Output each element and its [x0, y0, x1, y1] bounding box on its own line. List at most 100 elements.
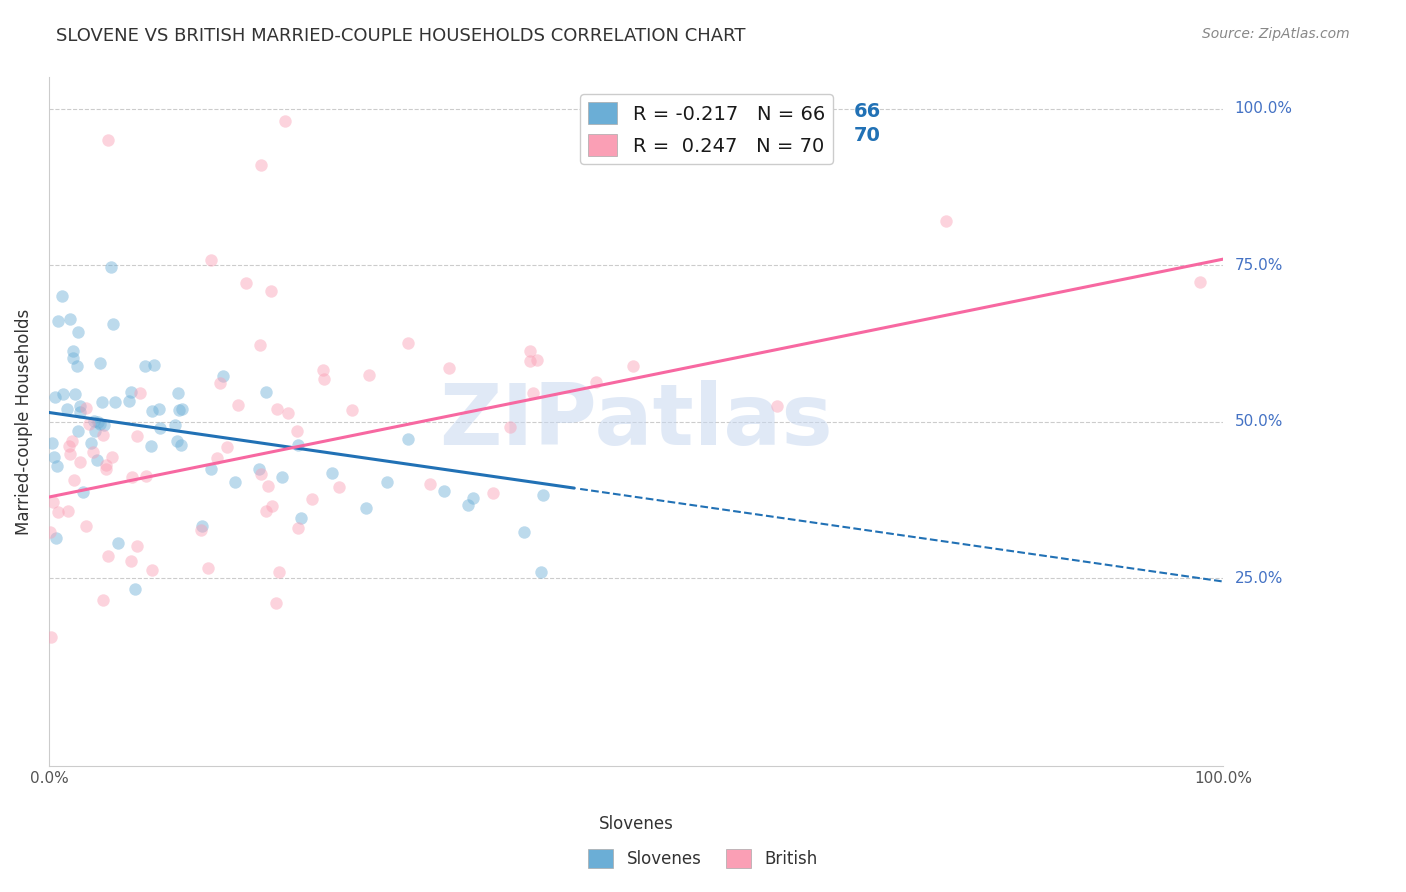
Point — [52, 387, 75, 401]
Text: 75.0%: 75.0% — [1234, 258, 1282, 273]
Y-axis label: Married-couple Households: Married-couple Households — [15, 309, 32, 535]
Point — [277, 406, 299, 420]
Point — [86, 415, 108, 429]
Point — [58, 439, 80, 453]
Point — [44, 390, 66, 404]
Point — [215, 440, 238, 454]
Point — [522, 385, 544, 400]
Point — [321, 466, 343, 480]
Point — [766, 399, 789, 413]
Point — [127, 539, 149, 553]
Point — [72, 485, 94, 500]
Point — [301, 491, 323, 506]
Point — [481, 486, 503, 500]
Point — [56, 402, 79, 417]
Point — [86, 453, 108, 467]
Point — [66, 325, 89, 339]
Point — [935, 214, 957, 228]
Point — [42, 450, 65, 465]
Point — [107, 535, 129, 549]
Point — [141, 404, 163, 418]
Point — [247, 462, 270, 476]
Point — [191, 519, 214, 533]
Point — [56, 504, 79, 518]
Point — [69, 455, 91, 469]
Point — [46, 505, 69, 519]
Point — [79, 417, 101, 432]
Point — [226, 398, 249, 412]
Point — [96, 462, 118, 476]
Point — [62, 351, 84, 365]
Point — [519, 343, 541, 358]
Text: 0.247: 0.247 — [724, 126, 786, 145]
Point — [531, 488, 554, 502]
Point — [209, 376, 232, 391]
Point — [104, 394, 127, 409]
Point — [499, 420, 522, 434]
Point — [45, 531, 67, 545]
Point — [1188, 275, 1211, 289]
Text: 25.0%: 25.0% — [1234, 571, 1282, 586]
Point — [314, 372, 336, 386]
Point — [89, 355, 111, 369]
Point — [75, 401, 97, 415]
Point — [287, 520, 309, 534]
Point — [224, 475, 246, 489]
Point — [90, 394, 112, 409]
Point — [91, 428, 114, 442]
Point — [287, 437, 309, 451]
Point — [59, 312, 82, 326]
Point — [120, 554, 142, 568]
Point — [103, 317, 125, 331]
Point — [205, 451, 228, 466]
Point — [526, 352, 548, 367]
Text: 66: 66 — [853, 102, 880, 120]
Point — [149, 421, 172, 435]
Point — [118, 394, 141, 409]
Point — [266, 401, 288, 416]
Point — [262, 499, 284, 513]
Point — [121, 469, 143, 483]
Point — [48, 314, 70, 328]
Text: Slovenes: Slovenes — [599, 814, 673, 832]
Point — [433, 483, 456, 498]
Point — [66, 359, 89, 373]
Point — [134, 359, 156, 373]
Point — [135, 469, 157, 483]
Point — [41, 436, 63, 450]
Point — [200, 462, 222, 476]
Point — [39, 630, 62, 644]
Point — [519, 354, 541, 368]
Point — [46, 459, 69, 474]
Point — [60, 434, 83, 448]
Point — [84, 424, 107, 438]
Point — [285, 424, 308, 438]
Text: ZIPatlas: ZIPatlas — [439, 380, 834, 463]
Point — [375, 475, 398, 489]
Point — [62, 344, 84, 359]
Point — [585, 375, 607, 389]
Point — [250, 467, 273, 481]
Point — [270, 470, 292, 484]
Point — [63, 473, 86, 487]
Point — [166, 385, 188, 400]
Text: 100.0%: 100.0% — [1234, 102, 1292, 116]
Point — [274, 114, 297, 128]
Point — [254, 504, 277, 518]
Point — [141, 563, 163, 577]
Point — [254, 385, 277, 400]
Point — [211, 369, 233, 384]
Point — [167, 403, 190, 417]
Point — [340, 403, 363, 417]
Point — [357, 368, 380, 383]
Point — [125, 429, 148, 443]
Point — [66, 425, 89, 439]
Point — [290, 511, 312, 525]
Point — [264, 596, 287, 610]
Text: Source: ZipAtlas.com: Source: ZipAtlas.com — [1202, 27, 1350, 41]
Point — [83, 413, 105, 427]
Text: SLOVENE VS BRITISH MARRIED-COUPLE HOUSEHOLDS CORRELATION CHART: SLOVENE VS BRITISH MARRIED-COUPLE HOUSEH… — [56, 27, 745, 45]
Point — [356, 501, 378, 516]
Point — [165, 417, 187, 432]
Point — [311, 363, 333, 377]
